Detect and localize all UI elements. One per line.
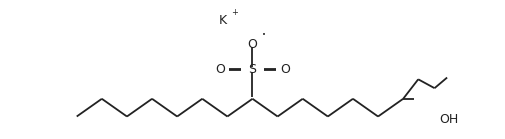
- Text: O: O: [247, 39, 258, 51]
- Text: K: K: [218, 14, 226, 27]
- Text: S: S: [248, 63, 257, 76]
- Text: +: +: [231, 8, 238, 17]
- Text: O: O: [280, 63, 290, 76]
- Text: O: O: [215, 63, 225, 76]
- Text: •: •: [262, 32, 266, 39]
- Text: OH: OH: [439, 113, 459, 126]
